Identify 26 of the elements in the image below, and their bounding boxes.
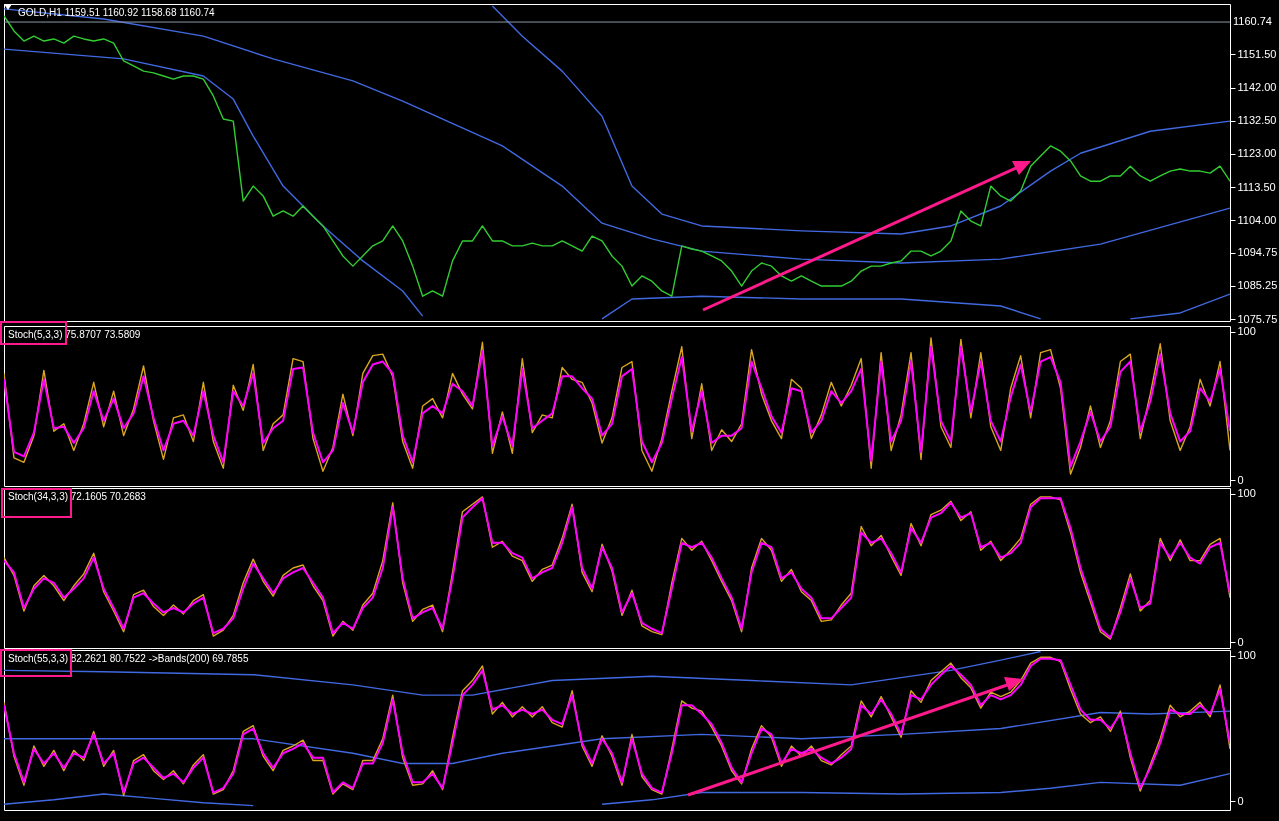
line-series (4, 710, 1230, 765)
y-tick-label: 0 (1237, 635, 1244, 648)
line-series (4, 793, 254, 807)
y-tick-label: 1113.50 (1237, 180, 1276, 193)
line-series (491, 5, 1230, 235)
y-tick-label: 1085.25 (1237, 279, 1278, 292)
ref-line-label: 1160.74 (1233, 15, 1272, 28)
y-tick-label: 1094.75 (1237, 246, 1278, 259)
y-tick-label: 1104.00 (1237, 213, 1277, 226)
chart-title: Stoch(55,3,3) 82.2621 80.7522 ->Bands(200) 69.7855 (8, 653, 249, 664)
y-tick-label: 100 (1237, 487, 1256, 500)
chart-title: Stoch(5,3,3) 75.8707 73.5809 (8, 329, 141, 340)
chart-title: Stoch(34,3,3) 72.1605 70.2683 (8, 491, 147, 502)
y-tick-label: 1142.00 (1237, 81, 1277, 94)
line-series (4, 48, 424, 317)
y-tick-label: 100 (1237, 649, 1256, 662)
y-tick-label: 0 (1237, 794, 1244, 807)
y-tick-label: 100 (1237, 325, 1256, 338)
line-series (601, 772, 1230, 805)
line-series (601, 295, 1042, 320)
y-tick-label: 1151.50 (1237, 47, 1277, 60)
line-series (4, 650, 1042, 696)
y-tick-label: 1123.00 (1237, 147, 1277, 160)
y-tick-label: 1132.50 (1237, 114, 1277, 127)
y-tick-label: 0 (1237, 473, 1244, 486)
y-tick-label: 1075.75 (1237, 312, 1278, 325)
